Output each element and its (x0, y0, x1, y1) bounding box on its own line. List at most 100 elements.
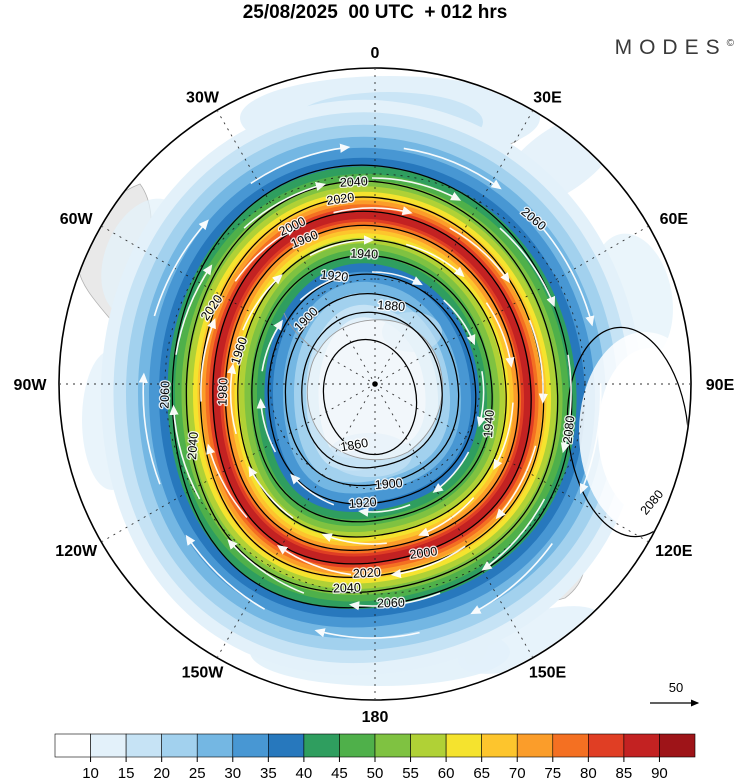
colorbar-cell (410, 733, 447, 758)
chart-title: 25/08/2025 00 UTC + 012 hrs (242, 2, 508, 23)
contour-label: 1980 (216, 378, 231, 406)
colorbar-tick-label: 90 (651, 765, 668, 782)
map-boundary-circle (58, 67, 692, 701)
longitude-label: 90W (14, 377, 48, 394)
colorbar-cell (481, 733, 518, 758)
pole-marker (372, 381, 378, 387)
contour-label: 1860 (339, 436, 369, 455)
contour-label: 2040 (333, 581, 361, 596)
longitude-label: 60E (660, 211, 689, 228)
contour-label: 1880 (377, 298, 406, 314)
longitude-label: 30W (186, 90, 220, 107)
contour-label: 2020 (353, 565, 382, 580)
contour-label: 1920 (320, 268, 349, 285)
colorbar-tick-label: 35 (260, 765, 277, 782)
colorbar-tick-label: 20 (153, 765, 170, 782)
antarctica-outline (283, 312, 443, 461)
contour-label: 1940 (350, 247, 378, 262)
longitude-label: 0 (371, 45, 380, 62)
longitude-label: 90E (706, 377, 735, 394)
wind-arrow (560, 354, 572, 454)
wind-arrow (169, 404, 201, 500)
wind-arrow (481, 498, 546, 571)
wind-arrow (495, 445, 537, 520)
contour-label: 1900 (374, 476, 403, 492)
colorbar-tick-label: 65 (473, 765, 490, 782)
longitude-label: 30E (533, 90, 562, 107)
wind-arrow (276, 545, 352, 576)
wind-arrow (138, 372, 161, 485)
shaded-patch (458, 606, 602, 674)
wind-arrow (528, 319, 548, 404)
clear-patch (598, 348, 690, 516)
longitude-label: 120W (55, 543, 98, 560)
colorbar: 10 15 20 25 30 35 40 45 50 55 60 65 70 75 80 85 90 (54, 733, 696, 782)
wind-arrow (390, 545, 466, 579)
colorbar-cell (445, 733, 482, 758)
longitude-label: 60W (60, 211, 94, 228)
contour-label: 2040 (185, 431, 201, 460)
longitude-label: 180 (362, 709, 389, 726)
contour-label: 2000 (409, 544, 439, 562)
wind-arrow (185, 534, 265, 610)
colorbar-cell (588, 733, 625, 758)
reference-arrow: 50 (650, 680, 700, 707)
colorbar-cell (552, 733, 589, 758)
wind-arrow (309, 235, 375, 257)
wind-arrow (371, 177, 462, 201)
colorbar-cell (339, 733, 376, 758)
colorbar-cell (161, 733, 198, 758)
wind-arrow (290, 473, 335, 506)
contour-label: 1920 (348, 495, 377, 511)
reference-arrow-label: 50 (669, 680, 683, 695)
wind-arrow (242, 274, 283, 331)
colorbar-cell (303, 733, 340, 758)
colorbar-tick-label: 30 (224, 765, 241, 782)
wind-arrow (449, 227, 510, 284)
wind-arrow (485, 302, 515, 368)
colorbar-tick-label: 60 (438, 765, 455, 782)
colorbar-tick-label: 80 (580, 765, 597, 782)
wind-arrow (321, 533, 387, 545)
colorbar-tick-label: 55 (402, 765, 419, 782)
colorbar-tick-label: 70 (509, 765, 526, 782)
contour-label: 2060 (158, 381, 173, 409)
wind-arrow (493, 402, 514, 470)
wind-arrow (443, 299, 476, 346)
modes-logo: MODES© (615, 36, 734, 60)
wind-arrow (153, 219, 209, 317)
wind-arrow (261, 319, 283, 372)
colorbar-tick-label: 45 (331, 765, 348, 782)
antarctica-coast (306, 319, 443, 461)
wind-arrow (200, 318, 216, 402)
wind-arrow (418, 497, 475, 537)
colorbar-cell (623, 733, 660, 758)
colorbar-tick-label: 40 (296, 765, 313, 782)
wind-arrow (470, 543, 553, 615)
contour-1860 (322, 338, 418, 456)
wind-arrow (499, 227, 556, 308)
wind-arrow (234, 227, 297, 282)
wind-arrow (333, 206, 413, 216)
wind-arrow (358, 504, 411, 517)
longitude-labels: 0 30E 60E 90E 120E 150E 180 150W 120W 90W 60W 30W (14, 45, 735, 726)
colorbar-tick-label: 85 (616, 765, 633, 782)
contour-label: 1940 (481, 409, 497, 438)
modes-logo-text: MODES (614, 36, 727, 59)
wind-arrow (256, 398, 277, 453)
longitude-label: 120E (655, 543, 693, 560)
colorbar-cell (196, 733, 234, 758)
contour-label: 2080 (561, 415, 578, 444)
wind-arrow (432, 451, 470, 493)
wind-arrow (476, 371, 486, 428)
wind-arrow (206, 443, 248, 519)
wind-arrow (314, 628, 420, 639)
colorbar-cell (90, 733, 127, 758)
colorbar-cell (374, 733, 411, 758)
wind-arrow (248, 466, 294, 519)
colorbar-cell (232, 733, 269, 758)
colorbar-tick-label: 25 (189, 765, 206, 782)
wind-arrow (371, 271, 423, 286)
